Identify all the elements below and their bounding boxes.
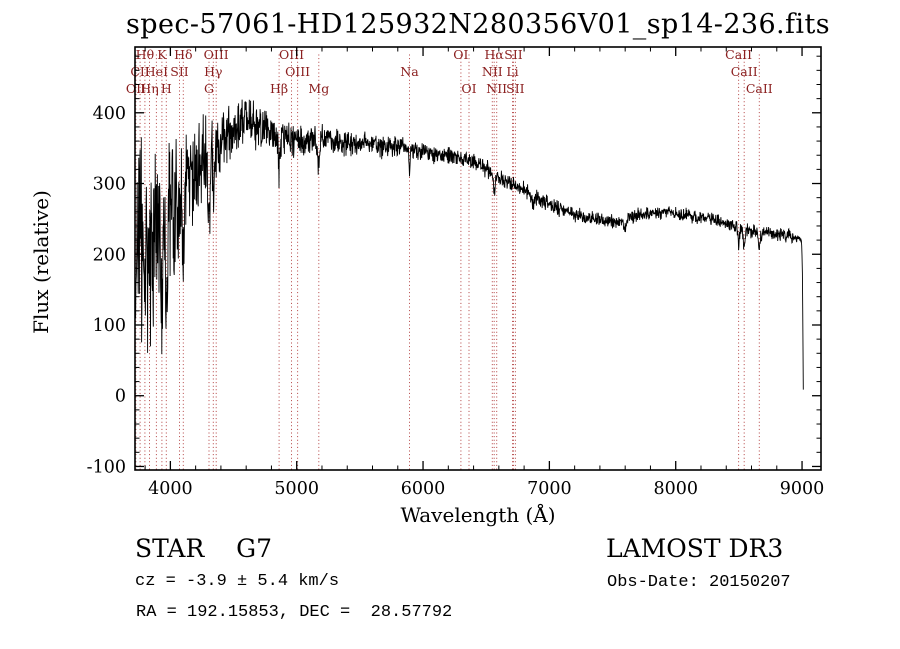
svg-text:Mg: Mg [308,81,329,96]
svg-text:Li: Li [506,64,518,79]
svg-text:H: H [161,81,172,96]
x-tick-label: 6000 [401,479,446,499]
svg-text:Hθ: Hθ [136,47,154,62]
svg-text:OII: OII [126,81,146,96]
object-class-label: STAR G7 [135,534,272,563]
svg-text:Hγ: Hγ [204,64,222,79]
svg-text:OIII: OIII [285,64,310,79]
svg-text:Hα: Hα [485,47,505,62]
x-axis-label: Wavelength (Å) [400,503,556,527]
x-tick-label: 5000 [274,479,319,499]
svg-text:HeI: HeI [145,64,168,79]
svg-text:SII: SII [506,81,525,96]
x-tick-label: 7000 [527,479,572,499]
x-tick-label: 4000 [148,479,193,499]
axis-frame [134,46,822,471]
plot-title: spec-57061-HD125932N280356V01_sp14-236.f… [126,9,830,40]
svg-text:SII: SII [504,47,523,62]
ra-dec-value: RA = 192.15853, DEC = 28.57792 [136,603,453,622]
svg-text:G: G [204,81,214,96]
line-labels: OIICIIHθHηHeIKHSIIHδGHγOIIIHβOIIIOIIIMgN… [126,47,773,96]
svg-text:Hδ: Hδ [174,47,192,62]
svg-text:CaII: CaII [725,47,752,62]
svg-text:Hβ: Hβ [270,81,288,96]
x-tick-label: 9000 [780,479,825,499]
svg-text:Hη: Hη [140,81,158,96]
svg-text:SII: SII [170,64,189,79]
svg-text:OIII: OIII [279,47,304,62]
svg-text:K: K [157,47,167,62]
y-tick-label: -100 [87,457,126,477]
y-tick-label: 400 [93,104,126,124]
y-axis-label: Flux (relative) [29,190,53,334]
cz-value: cz = -3.9 ± 5.4 km/s [135,572,340,591]
axis-ticks: 4000 5000 6000 7000 8000 9000 -100 0 100 200 300 40… [87,47,825,499]
x-tick-label: 8000 [653,479,698,499]
line-markers [135,52,760,470]
y-tick-label: 100 [93,316,126,336]
svg-text:OI: OI [453,47,468,62]
svg-text:Na: Na [400,64,419,79]
svg-text:NII: NII [486,81,507,96]
svg-text:OI: OI [461,81,476,96]
svg-text:CaII: CaII [731,64,758,79]
obs-date: Obs-Date: 20150207 [607,573,791,592]
spectrum-trace [135,99,804,390]
survey-name: LAMOST DR3 [606,534,784,563]
y-tick-label: 200 [93,245,126,265]
y-tick-label: 300 [93,175,126,195]
svg-text:OIII: OIII [204,47,229,62]
svg-text:CaII: CaII [746,81,773,96]
svg-text:NII: NII [482,64,503,79]
y-tick-label: 0 [115,387,126,407]
